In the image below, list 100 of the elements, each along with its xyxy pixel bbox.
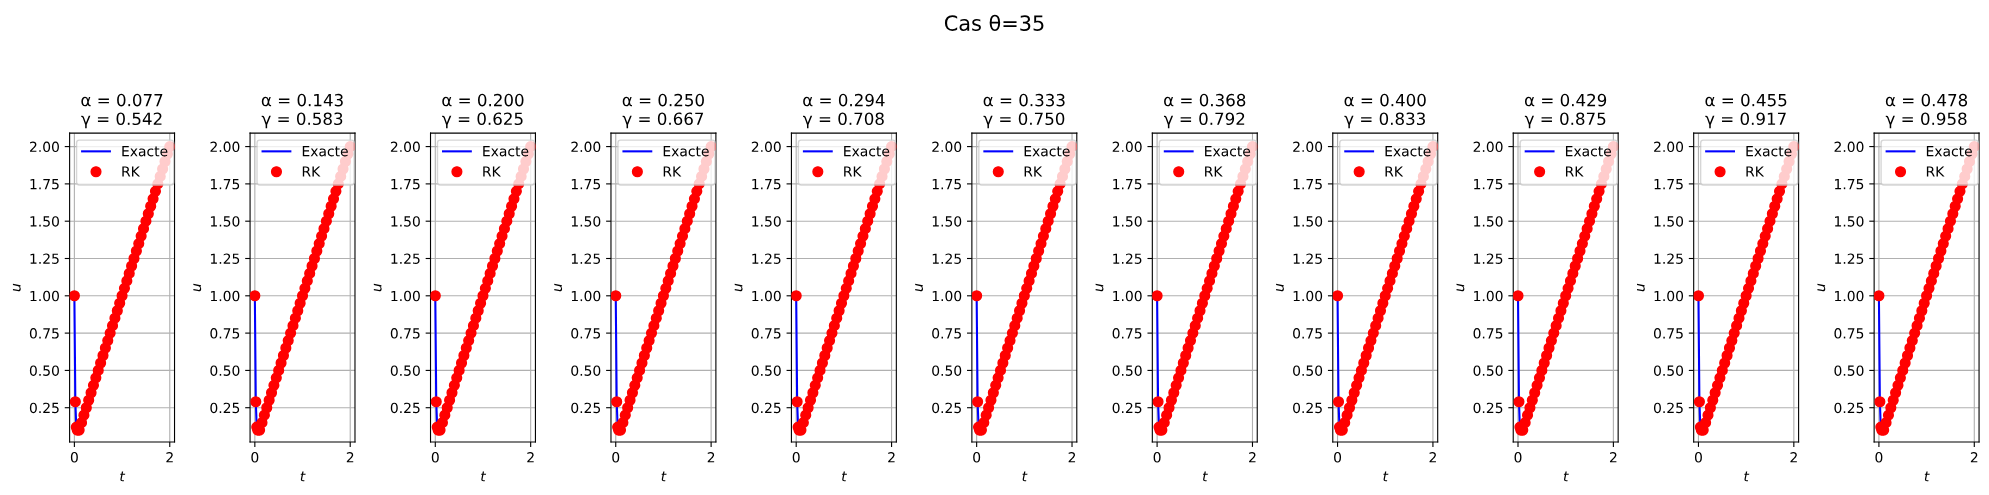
text: Cas θ=35 — [944, 14, 1044, 31]
y-tick-label: 0.50 — [210, 365, 240, 376]
x-axis-title: t — [1202, 471, 1208, 482]
y-axis-title: u — [193, 283, 202, 292]
x-axis-title: t — [1383, 471, 1389, 482]
legend-label: Exacte — [302, 146, 348, 157]
y-tick-label: 0.25 — [390, 402, 420, 414]
y-axis-title: u — [1637, 283, 1645, 292]
y-tick-label: 1.50 — [752, 216, 781, 227]
x-tick-label: 0 — [251, 452, 259, 463]
y-axis-title: u — [1456, 283, 1465, 292]
y-tick-label: 1.50 — [391, 216, 420, 227]
y-tick-label: 0.25 — [1473, 402, 1503, 414]
legend-label: RK — [122, 166, 141, 177]
x-axis-title: t — [1563, 471, 1569, 482]
y-tick-label: 2.00 — [1834, 141, 1864, 153]
y-tick-label: 0.50 — [1112, 365, 1142, 376]
chart-title: α = 0.143 γ = 0.583 — [261, 93, 343, 129]
y-tick-label: 2.00 — [1293, 141, 1323, 153]
y-tick-label: 0.50 — [390, 365, 420, 376]
legend-label: RK — [1205, 166, 1223, 177]
y-axis-title: u — [734, 283, 743, 292]
y-tick-label: 0.50 — [571, 365, 601, 376]
x-tick-label: 2 — [707, 452, 715, 463]
y-tick-label: 1.50 — [1654, 216, 1684, 227]
y-tick-label: 1.50 — [1293, 216, 1323, 227]
chart-title: α = 0.455 γ = 0.917 — [1705, 93, 1787, 129]
x-axis-title: t — [661, 471, 667, 482]
chart-title: α = 0.400 γ = 0.833 — [1344, 93, 1426, 129]
legend-label: RK — [663, 166, 682, 177]
x-tick-label: 0 — [973, 452, 981, 463]
y-tick-label: 1.75 — [932, 179, 961, 190]
y-tick-label: 0.75 — [210, 328, 240, 339]
y-tick-label: 1.50 — [1113, 216, 1142, 227]
x-tick-label: 2 — [1609, 452, 1617, 463]
x-axis-title: t — [300, 471, 306, 482]
legend-label: Exacte — [844, 146, 890, 157]
x-axis-title: t — [1022, 471, 1028, 482]
legend-label: RK — [1024, 166, 1043, 177]
y-tick-label: 1.75 — [30, 179, 59, 190]
chart-title: α = 0.429 γ = 0.875 — [1524, 93, 1607, 129]
x-tick-label: 0 — [612, 452, 620, 463]
y-tick-label: 1.25 — [752, 253, 781, 264]
y-tick-label: 1.25 — [1474, 253, 1503, 264]
y-tick-label: 2.00 — [390, 141, 420, 153]
y-tick-label: 0.50 — [1473, 365, 1503, 376]
legend-label: RK — [483, 166, 501, 177]
y-tick-label: 0.25 — [210, 402, 240, 414]
y-axis-title: u — [1095, 283, 1104, 292]
chart-title: α = 0.368 γ = 0.792 — [1163, 93, 1246, 129]
x-tick-label: 0 — [70, 452, 78, 463]
y-tick-label: 1.00 — [30, 290, 59, 302]
y-axis-title: u — [12, 283, 21, 292]
y-tick-label: 1.00 — [1835, 290, 1864, 302]
legend-label: RK — [844, 166, 862, 177]
x-tick-label: 0 — [1514, 452, 1522, 463]
x-tick-label: 2 — [888, 452, 895, 463]
x-axis-title: t — [1924, 471, 1930, 482]
y-tick-label: 0.25 — [571, 402, 601, 414]
y-tick-label: 1.25 — [1654, 253, 1683, 264]
y-axis-title: u — [554, 283, 563, 292]
y-tick-label: 1.25 — [210, 253, 240, 264]
y-axis-title: u — [373, 283, 382, 292]
y-tick-label: 0.50 — [1653, 365, 1684, 376]
y-tick-label: 1.75 — [1293, 179, 1322, 190]
y-tick-label: 1.00 — [571, 290, 601, 302]
legend-label: Exacte — [663, 146, 709, 157]
y-tick-label: 1.75 — [210, 179, 240, 190]
chart-title: α = 0.200 γ = 0.625 — [442, 93, 524, 129]
y-tick-label: 1.50 — [571, 216, 601, 227]
y-tick-label: 0.25 — [29, 402, 59, 414]
y-tick-label: 0.75 — [1112, 328, 1142, 339]
y-tick-label: 1.25 — [1293, 253, 1322, 264]
y-tick-label: 2.00 — [751, 141, 781, 153]
x-tick-label: 2 — [1068, 452, 1076, 463]
x-axis-title: t — [1744, 471, 1750, 482]
y-tick-label: 0.50 — [1293, 365, 1323, 376]
y-tick-label: 0.50 — [1834, 365, 1864, 376]
y-axis-title: u — [915, 283, 923, 292]
y-tick-label: 1.00 — [1293, 290, 1323, 302]
y-tick-label: 0.75 — [571, 328, 601, 339]
y-tick-label: 1.00 — [1654, 290, 1684, 302]
y-axis-title: u — [1817, 283, 1826, 292]
y-tick-label: 1.25 — [1113, 253, 1142, 264]
x-tick-label: 0 — [1334, 452, 1342, 463]
y-tick-label: 0.50 — [932, 365, 962, 376]
legend-label: Exacte — [1024, 146, 1070, 157]
y-tick-label: 1.00 — [932, 290, 962, 302]
y-tick-label: 0.75 — [1653, 328, 1683, 339]
legend-label: Exacte — [1926, 146, 1972, 157]
x-tick-label: 2 — [1790, 452, 1797, 463]
y-tick-label: 2.00 — [1112, 141, 1142, 153]
x-axis-title: t — [120, 471, 126, 482]
chart-title: α = 0.294 γ = 0.708 — [803, 93, 885, 129]
y-tick-label: 0.75 — [1473, 328, 1503, 339]
y-tick-label: 1.75 — [571, 179, 601, 190]
chart-title: α = 0.333 γ = 0.750 — [983, 93, 1065, 129]
y-tick-label: 1.00 — [391, 290, 420, 302]
y-tick-label: 1.75 — [752, 179, 781, 190]
legend-label: RK — [1385, 166, 1404, 177]
